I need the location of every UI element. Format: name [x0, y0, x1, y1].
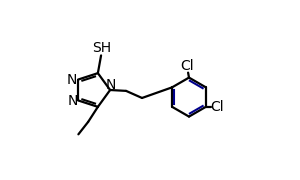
Text: Cl: Cl [180, 59, 194, 73]
Text: N: N [67, 94, 78, 108]
Text: Cl: Cl [211, 100, 224, 114]
Text: N: N [67, 73, 77, 87]
Text: SH: SH [92, 41, 112, 55]
Text: N: N [106, 78, 116, 92]
